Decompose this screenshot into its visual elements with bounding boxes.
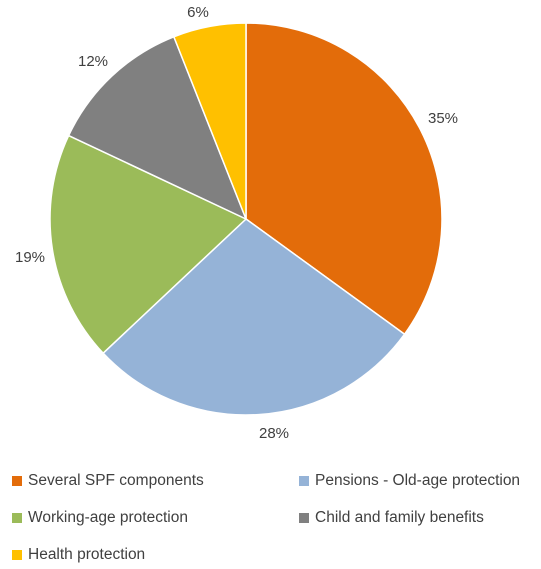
pie-slice-child-and-family-benefits <box>67 36 247 220</box>
legend-item-working-age-protection: Working-age protection <box>12 507 188 529</box>
pie-plot-area: 35% 28% 19% 12% 6% <box>15 4 458 442</box>
legend-label-child-and-family-benefits: Child and family benefits <box>315 509 484 526</box>
pie-slice-pensions-old-age-protection <box>102 218 406 416</box>
legend-swatch-working-age-protection <box>12 513 22 523</box>
data-label-working-age-protection: 19% <box>15 249 45 266</box>
data-label-several-spf-components: 35% <box>428 110 458 127</box>
data-label-health-protection: 6% <box>187 4 209 21</box>
legend-label-several-spf-components: Several SPF components <box>28 472 204 489</box>
legend-swatch-child-and-family-benefits <box>299 513 309 523</box>
legend-item-several-spf-components: Several SPF components <box>12 470 204 492</box>
chart-legend: Several SPF components Pensions - Old-ag… <box>0 468 541 569</box>
legend-item-health-protection: Health protection <box>12 544 145 566</box>
legend-swatch-several-spf-components <box>12 476 22 486</box>
legend-item-child-and-family-benefits: Child and family benefits <box>299 507 484 529</box>
legend-label-pensions-old-age-protection: Pensions - Old-age protection <box>315 472 521 489</box>
pie-data-labels: 35% 28% 19% 12% 6% <box>15 4 458 442</box>
legend-item-pensions-old-age-protection: Pensions - Old-age protection <box>299 470 520 492</box>
legend-label-working-age-protection: Working-age protection <box>28 509 188 526</box>
legend-swatch-pensions-old-age-protection <box>299 476 309 486</box>
legend-swatch-health-protection <box>12 550 22 560</box>
data-label-pensions-old-age-protection: 28% <box>259 425 289 442</box>
pie-slice-working-age-protection <box>49 134 247 354</box>
legend-label-health-protection: Health protection <box>28 546 146 563</box>
pie-slices <box>49 22 443 416</box>
pie-slice-health-protection <box>173 22 247 220</box>
data-label-child-and-family-benefits: 12% <box>78 53 108 70</box>
pie-slice-several-spf-components <box>245 22 443 335</box>
